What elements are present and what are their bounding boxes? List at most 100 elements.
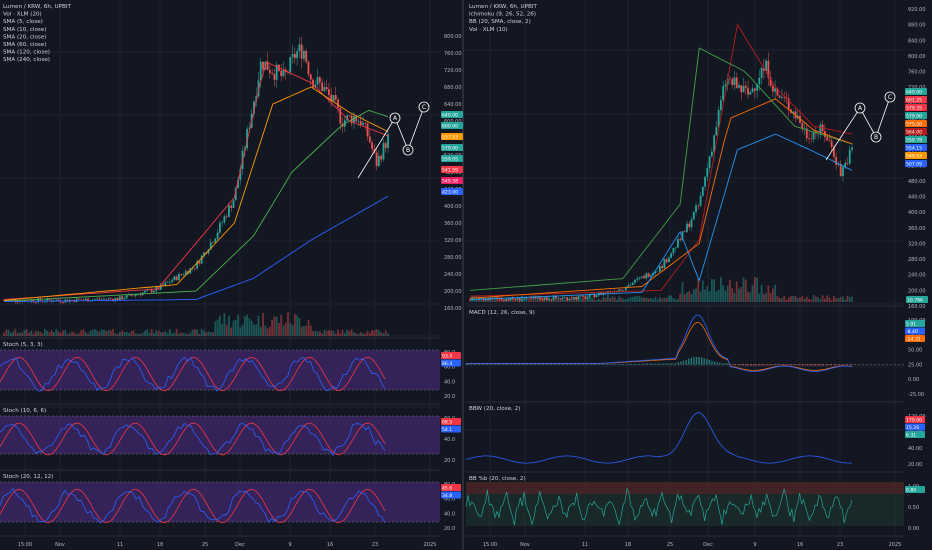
macd-histogram-bar	[638, 363, 641, 365]
candle-body	[273, 74, 276, 80]
price-tick-label: 680.00	[908, 101, 926, 107]
candle-body	[198, 261, 201, 264]
volume-bar	[87, 333, 89, 336]
candle-body	[75, 298, 78, 302]
candle-body	[382, 143, 385, 160]
volume-bar	[225, 324, 228, 336]
macd-histogram-bar	[757, 364, 760, 366]
macd-histogram-bar	[744, 364, 747, 366]
stoch1-value-label-bg	[441, 359, 461, 367]
volume-bar	[552, 295, 555, 302]
volume-bar	[661, 298, 664, 302]
macd-value-label: 5.91	[906, 322, 916, 328]
time-label: Dec	[703, 542, 713, 548]
candle-body	[543, 297, 546, 300]
candle-body	[729, 78, 731, 80]
macd-histogram-bar	[630, 363, 633, 365]
volume-bar	[837, 298, 840, 302]
candle-body	[325, 87, 328, 90]
volume-bar	[579, 298, 582, 302]
candle-body	[355, 116, 358, 122]
candle-body	[654, 271, 657, 273]
candle-body	[207, 249, 210, 254]
macd-histogram-bar	[690, 357, 692, 365]
volume-bar	[561, 297, 564, 302]
volume-bar	[509, 298, 512, 302]
macd-histogram-bar	[675, 363, 677, 365]
volume-bar	[690, 293, 693, 302]
price-label-bg	[441, 177, 463, 184]
volume-bar	[516, 299, 519, 302]
sma120-line	[4, 195, 389, 303]
candle-body	[259, 61, 262, 81]
candle-body	[733, 77, 736, 86]
candle-body	[373, 148, 376, 153]
candle-body	[378, 155, 380, 167]
candle-body	[491, 297, 494, 299]
candle-body	[808, 138, 810, 139]
volume-bar	[189, 332, 192, 336]
candle-body	[30, 299, 33, 302]
volume-bar	[75, 333, 78, 336]
macd-histogram-bar	[693, 357, 695, 365]
macd-histogram-bar	[695, 356, 698, 365]
candle-body	[604, 292, 607, 294]
price-label-bg	[441, 111, 463, 118]
candle-body	[275, 64, 278, 80]
candle-body	[371, 142, 373, 149]
volume-bar	[19, 332, 21, 336]
macd-histogram-bar	[827, 364, 830, 366]
candle-body	[625, 287, 627, 291]
bbw-value-label: 15.26	[906, 425, 919, 431]
bbw-line	[465, 412, 852, 464]
volume-bar	[751, 285, 754, 302]
volume-bar	[3, 332, 5, 336]
candle-body	[200, 255, 203, 264]
volume-bar	[570, 295, 573, 302]
stoch1-tick: 60.0	[444, 365, 455, 371]
candle-body	[595, 295, 598, 298]
volume-bar	[112, 329, 114, 336]
volume-bar	[100, 329, 103, 336]
volume-bar	[221, 324, 224, 336]
volume-bar	[545, 299, 548, 302]
volume-bar	[314, 330, 317, 336]
volume-bar	[604, 297, 607, 302]
volume-bar	[738, 288, 740, 302]
volume-bar	[39, 331, 42, 336]
volume-bar	[539, 296, 541, 302]
volume-bar	[178, 333, 180, 336]
candle-body	[570, 298, 573, 300]
candle-body	[171, 280, 174, 283]
volume-bar	[359, 331, 362, 336]
macd-histogram-bar	[763, 364, 765, 366]
price-tick-label: 600.00	[908, 132, 926, 138]
legend-entry: SMA (10, close)	[3, 27, 46, 33]
macd-histogram-bar	[724, 363, 726, 365]
volume-bar	[275, 316, 278, 336]
candle-body	[690, 219, 693, 228]
macd-histogram-bar	[809, 364, 812, 366]
volume-bar	[230, 327, 233, 336]
candle-body	[577, 296, 580, 300]
candle-body	[564, 297, 566, 298]
volume-bar	[688, 290, 691, 302]
price-label-bg	[905, 96, 927, 103]
volume-bar	[622, 298, 625, 302]
volume-bar	[130, 331, 133, 336]
candle-body	[620, 289, 623, 291]
candle-body	[742, 85, 745, 93]
time-label: 25	[202, 542, 208, 548]
time-label: 23	[837, 542, 843, 548]
volume-bar	[34, 330, 37, 336]
legend-entry: Vol · XLM (10)	[469, 27, 508, 33]
volume-bar	[717, 289, 720, 302]
stoch2-value-label-bg	[441, 418, 461, 425]
candle-body	[758, 77, 761, 85]
stoch1-title: Stoch (5, 3, 3)	[3, 342, 43, 348]
volume-bar	[264, 325, 267, 336]
candle-body	[649, 275, 652, 277]
volume-bar	[166, 333, 169, 336]
volume-bar	[21, 332, 24, 336]
candle-body	[591, 293, 593, 295]
